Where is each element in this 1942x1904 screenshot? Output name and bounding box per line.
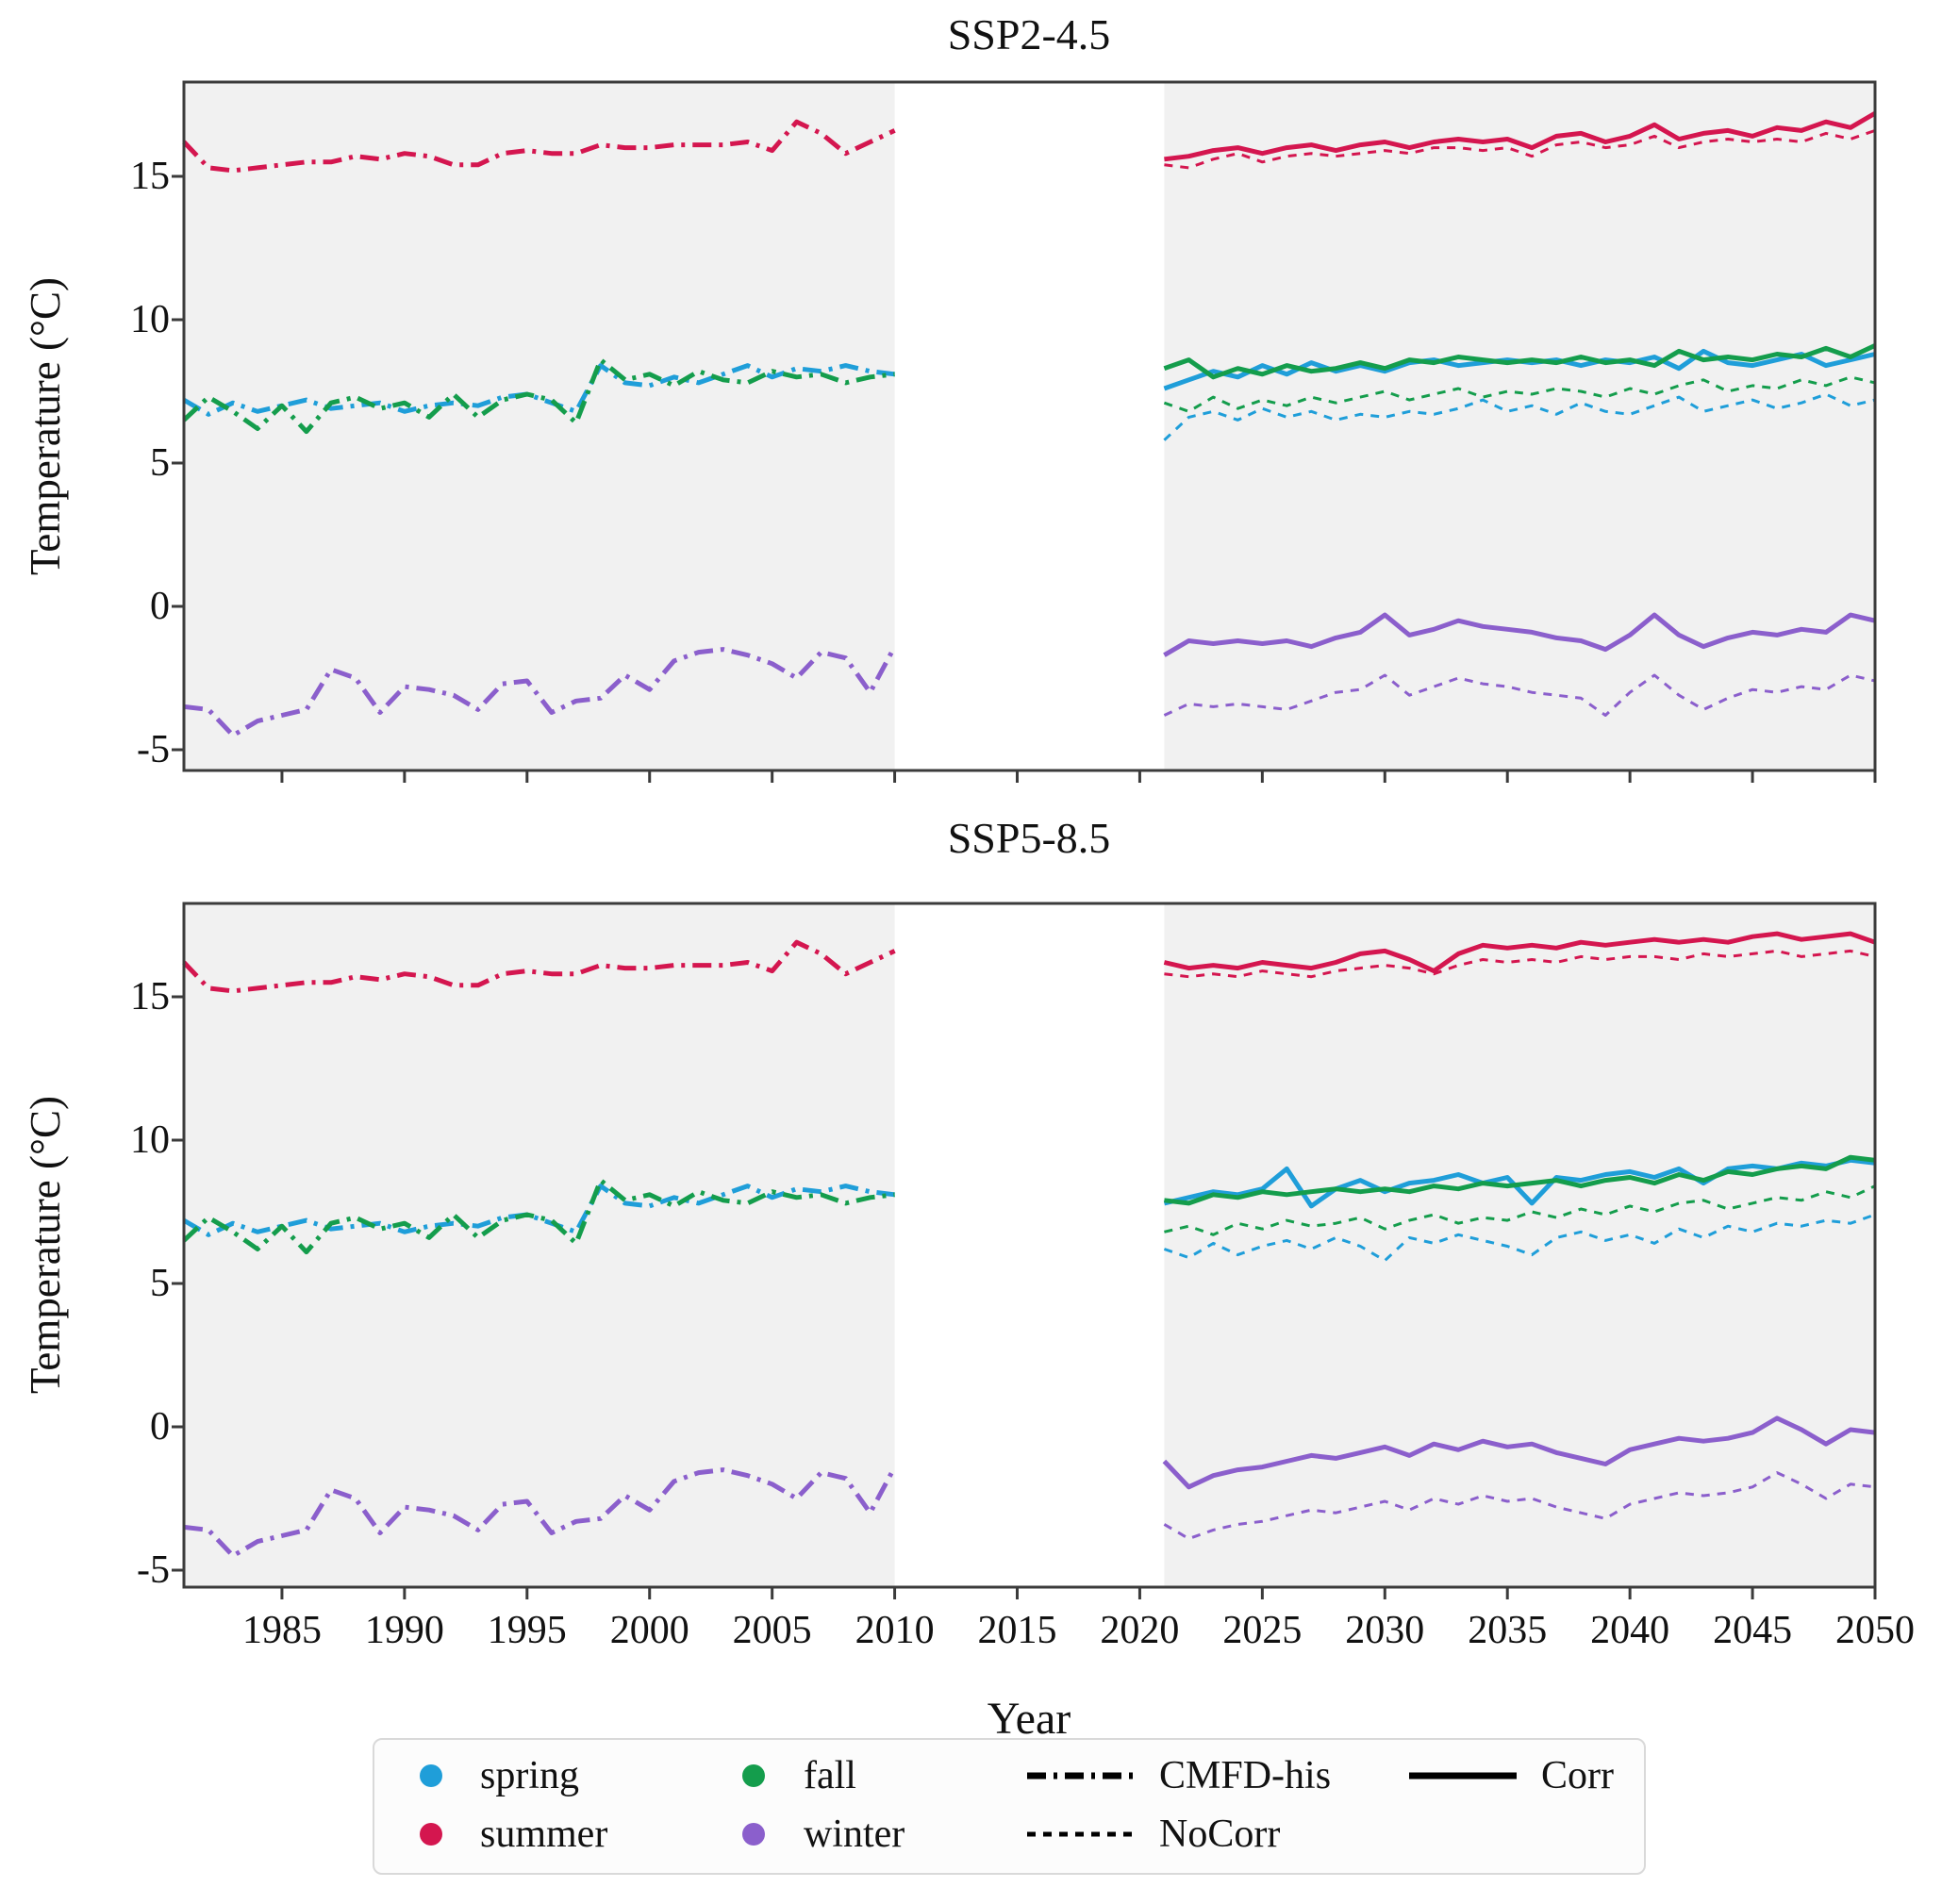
legend-fall-label: fall	[804, 1754, 856, 1797]
y-axis-label-top: Temperature (°C)	[22, 277, 69, 575]
legend-spring-marker-icon	[420, 1764, 442, 1787]
x-tick-label: 2045	[1713, 1609, 1793, 1652]
series-SSP5-8.5-winter-Corr	[1162, 1416, 1876, 1490]
x-tick-label: 1985	[241, 1609, 322, 1652]
x-tick-label: 2030	[1345, 1609, 1425, 1652]
series-SSP5-8.5-fall-CMFD-his	[182, 1178, 895, 1255]
x-tick-label: 2035	[1468, 1609, 1548, 1652]
series-SSP2-4.5-winter-NoCorr	[1163, 673, 1876, 717]
x-tick-label: 1995	[487, 1609, 567, 1652]
panel-title-ssp245: SSP2-4.5	[947, 10, 1111, 58]
legend-summer-label: summer	[480, 1813, 608, 1856]
x-tick-label: 2050	[1835, 1609, 1915, 1652]
series-SSP5-8.5-summer-Corr	[1163, 931, 1876, 974]
series-SSP5-8.5-winter-CMFD-his	[183, 1465, 897, 1559]
x-tick-label: 2040	[1590, 1609, 1670, 1652]
y-tick-label: 10	[130, 1118, 170, 1162]
panel-frame	[182, 902, 1877, 1589]
legend-winter-label: winter	[804, 1813, 905, 1856]
y-tick-label: -5	[137, 728, 170, 771]
series-SSP2-4.5-summer-Corr	[1164, 110, 1877, 162]
series-SSP5-8.5-spring-CMFD-his	[182, 1184, 895, 1237]
y-tick-label: 5	[150, 441, 170, 485]
series-SSP2-4.5-winter-Corr	[1163, 612, 1876, 657]
legend-summer-marker-icon	[420, 1823, 442, 1846]
series-SSP2-4.5-fall-CMFD-his	[182, 357, 895, 435]
y-tick-label: 0	[150, 585, 170, 628]
series-SSP2-4.5-fall-NoCorr	[1163, 375, 1876, 413]
series-SSP2-4.5-fall-Corr	[1163, 343, 1877, 380]
y-tick-label: 0	[150, 1405, 170, 1449]
shaded-period-band	[1164, 82, 1875, 770]
series-SSP5-8.5-summer-NoCorr	[1164, 949, 1876, 979]
series-SSP5-8.5-summer-CMFD-his	[182, 939, 896, 994]
y-tick-label: 15	[130, 155, 170, 198]
shaded-period-band	[1164, 903, 1875, 1587]
x-tick-label: 2005	[732, 1609, 812, 1652]
legend-CMFD-his-label: CMFD-his	[1159, 1754, 1332, 1797]
series-SSP2-4.5-spring-NoCorr	[1163, 392, 1876, 441]
series-SSP2-4.5-summer-CMFD-his	[182, 119, 896, 174]
legend-spring-label: spring	[480, 1754, 579, 1797]
x-tick-label: 2020	[1100, 1609, 1180, 1652]
shaded-period-band	[184, 82, 895, 770]
legend-box: spring summer fall winter CMFD-his NoCorr Corr	[373, 1738, 1646, 1875]
y-tick-label: 5	[150, 1262, 170, 1305]
x-tick-label: 2025	[1222, 1609, 1303, 1652]
x-tick-label: 1990	[364, 1609, 444, 1652]
x-tick-label: 2015	[977, 1609, 1057, 1652]
series-SSP5-8.5-fall-NoCorr	[1164, 1184, 1876, 1236]
legend-NoCorr-label: NoCorr	[1159, 1813, 1281, 1856]
x-axis-label: Year	[987, 1694, 1071, 1744]
legend-Corr-label: Corr	[1541, 1754, 1614, 1797]
series-SSP5-8.5-spring-NoCorr	[1163, 1213, 1876, 1263]
y-axis-label-bottom: Temperature (°C)	[22, 1096, 69, 1394]
series-SSP5-8.5-fall-Corr	[1164, 1154, 1876, 1206]
y-tick-label: 10	[130, 298, 170, 341]
legend-fall-marker-icon	[742, 1764, 765, 1787]
series-SSP2-4.5-winter-CMFD-his	[183, 645, 897, 738]
x-tick-label: 2000	[609, 1609, 689, 1652]
legend-winter-marker-icon	[742, 1823, 765, 1846]
panel-frame	[182, 80, 1877, 772]
x-tick-label: 2010	[855, 1609, 935, 1652]
y-tick-label: -5	[137, 1548, 170, 1592]
series-SSP5-8.5-spring-Corr	[1163, 1157, 1876, 1209]
series-SSP5-8.5-winter-NoCorr	[1163, 1471, 1876, 1541]
series-SSP2-4.5-spring-CMFD-his	[182, 363, 895, 417]
panel-title-ssp585: SSP5-8.5	[947, 814, 1111, 862]
shaded-period-band	[184, 903, 895, 1587]
y-tick-label: 15	[130, 975, 170, 1018]
